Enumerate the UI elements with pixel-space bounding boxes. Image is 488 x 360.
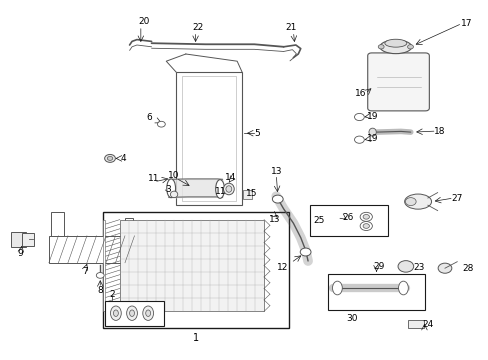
Ellipse shape [379,40,411,54]
Text: 25: 25 [312,216,324,225]
Bar [407,320,424,328]
Bar [120,220,264,311]
Ellipse shape [404,194,430,209]
Text: 12: 12 [276,263,288,272]
Bar [102,212,288,328]
Text: 24: 24 [421,320,433,329]
Text: 19: 19 [366,112,378,121]
Bar [49,236,134,263]
Text: 4: 4 [121,154,126,163]
Text: 7: 7 [82,267,88,276]
Text: 20: 20 [138,17,150,26]
Ellipse shape [215,180,224,198]
Text: 27: 27 [450,194,462,202]
Ellipse shape [437,263,451,273]
Bar [182,76,236,201]
Ellipse shape [397,261,413,272]
Ellipse shape [384,39,406,47]
Text: 23: 23 [412,263,424,272]
Ellipse shape [362,224,369,228]
Ellipse shape [170,191,177,198]
Ellipse shape [362,215,369,219]
Ellipse shape [96,273,104,278]
Ellipse shape [110,306,121,320]
Text: 6: 6 [146,112,152,122]
Text: 18: 18 [433,127,445,136]
Ellipse shape [407,45,413,49]
Text: 3: 3 [164,185,170,194]
Ellipse shape [398,281,407,295]
Text: 16: 16 [354,89,366,98]
Text: 5: 5 [253,129,259,138]
Ellipse shape [359,212,372,221]
Bar [102,220,105,311]
Bar [11,232,26,247]
Ellipse shape [354,136,364,143]
Text: 8: 8 [97,286,103,295]
Ellipse shape [145,310,150,316]
Ellipse shape [405,198,415,206]
Ellipse shape [223,183,234,195]
Bar [124,218,133,236]
Ellipse shape [107,156,112,161]
Bar [309,205,387,236]
Ellipse shape [377,45,384,49]
Bar [22,233,34,246]
Ellipse shape [332,281,342,295]
Text: 29: 29 [372,262,384,271]
Text: 30: 30 [346,314,357,323]
Bar [327,274,425,310]
Text: 2: 2 [109,289,115,299]
Bar [176,72,242,205]
Text: 26: 26 [342,213,353,222]
Ellipse shape [272,195,283,203]
Text: 11: 11 [148,175,160,184]
Text: 22: 22 [192,23,203,32]
Ellipse shape [368,128,376,136]
Text: 10: 10 [167,171,179,180]
Text: 19: 19 [366,135,378,144]
Ellipse shape [359,221,372,230]
Bar [105,301,163,326]
Ellipse shape [126,306,137,320]
Text: 13: 13 [268,215,280,225]
Text: 15: 15 [245,189,257,198]
Ellipse shape [166,179,175,198]
Ellipse shape [354,113,364,121]
Bar [243,190,251,199]
FancyBboxPatch shape [367,53,428,111]
Text: 13: 13 [270,166,282,176]
Text: 11: 11 [215,187,226,196]
Text: 21: 21 [285,23,296,32]
Ellipse shape [113,310,118,316]
Ellipse shape [129,310,134,316]
Ellipse shape [225,186,231,192]
Text: 9: 9 [18,249,23,258]
Text: 17: 17 [460,19,472,28]
Text: 1: 1 [192,333,198,343]
Text: 14: 14 [224,173,236,182]
Ellipse shape [142,306,153,320]
Text: 28: 28 [462,264,473,273]
Ellipse shape [300,248,310,256]
Bar [51,212,63,236]
Ellipse shape [104,154,115,162]
Ellipse shape [157,121,165,127]
